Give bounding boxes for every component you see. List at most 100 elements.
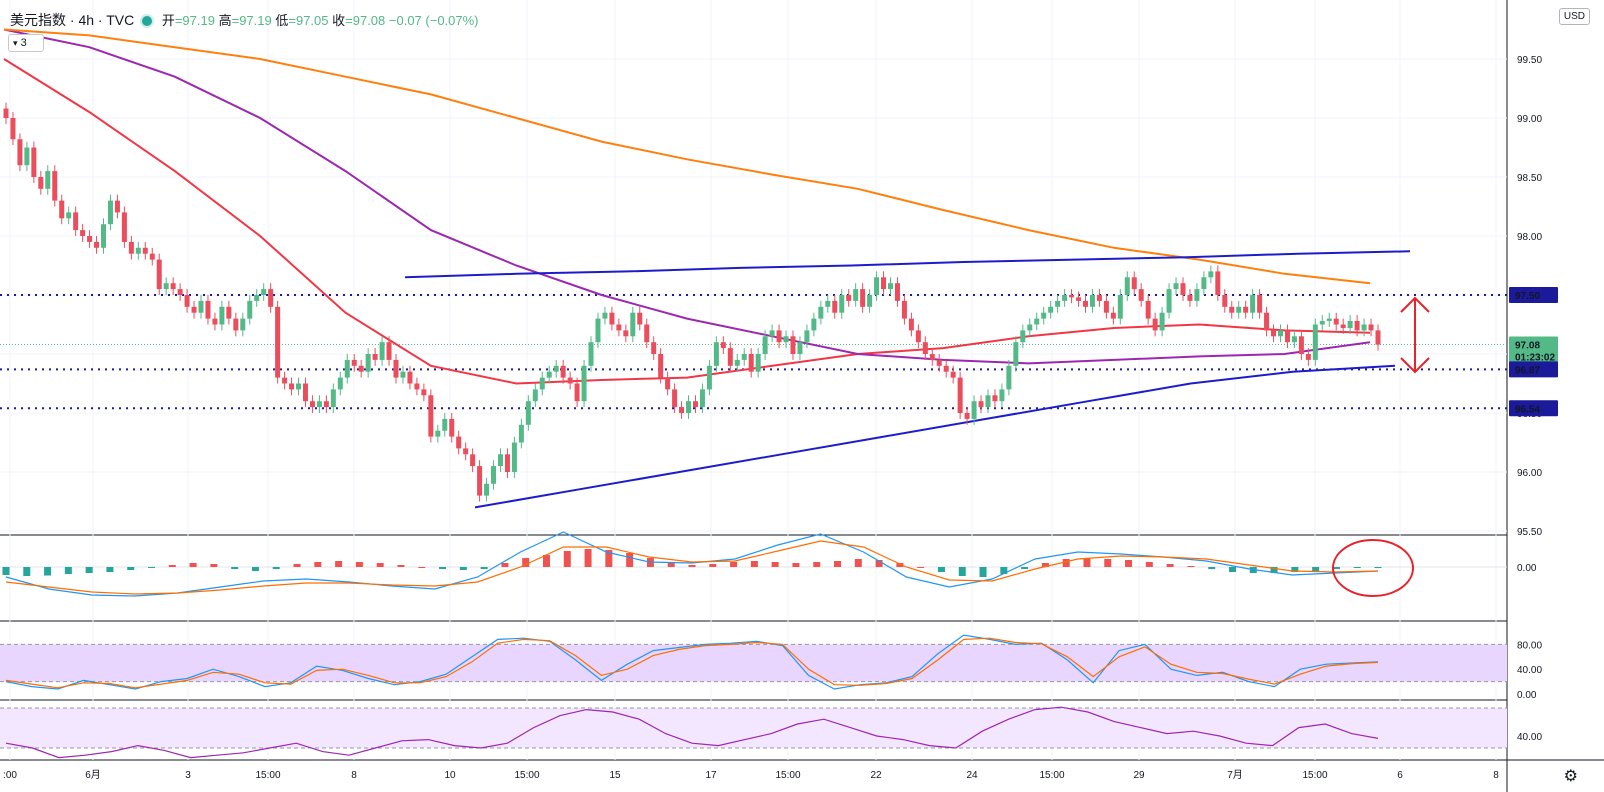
candle-body	[442, 418, 448, 431]
macd-histogram-bar	[1104, 559, 1112, 567]
currency-button[interactable]: USD	[1558, 8, 1590, 25]
price-tick-label: 98.00	[1517, 232, 1542, 243]
candle-body	[1096, 295, 1102, 301]
candle-body	[679, 407, 685, 413]
candle-body	[128, 241, 134, 254]
open-label: 开	[161, 13, 175, 28]
candle-body	[894, 283, 900, 301]
candle-body	[1048, 306, 1054, 313]
candle-body	[282, 377, 288, 384]
candle-body	[1103, 300, 1109, 313]
candle-body	[1069, 295, 1075, 298]
symbol-title[interactable]: 美元指数 · 4h · TVC	[10, 12, 135, 28]
candle-body	[1215, 271, 1221, 295]
time-label: 6	[1397, 770, 1403, 781]
candle-body	[651, 342, 657, 354]
candle-body	[1082, 300, 1088, 307]
close-value: =97.08	[345, 13, 386, 28]
stoch-axis-label: 80.00	[1517, 640, 1542, 651]
candle-body	[581, 365, 587, 402]
candle-body	[135, 247, 141, 254]
macd-histogram-bar	[1270, 567, 1278, 573]
candle-body	[302, 383, 308, 402]
price-axis-badge	[1509, 287, 1558, 303]
candle-body	[24, 147, 30, 166]
candle-body	[156, 259, 162, 290]
candle-body	[87, 236, 93, 242]
candle-body	[1089, 295, 1095, 307]
macd-histogram-bar	[23, 567, 31, 576]
candle-body	[672, 389, 678, 408]
macd-histogram-bar	[127, 567, 135, 570]
candle-body	[692, 401, 698, 408]
time-label: 3	[185, 770, 191, 781]
candle-body	[1131, 277, 1137, 290]
macd-histogram-bar	[730, 562, 738, 567]
candle-body	[734, 359, 740, 366]
time-label: 8	[1493, 770, 1499, 781]
macd-histogram-bar	[1374, 567, 1382, 568]
macd-histogram-bar	[1353, 567, 1361, 568]
macd-histogram-bar	[1208, 567, 1216, 569]
macd-histogram-bar	[813, 562, 821, 567]
candle-body	[748, 354, 754, 372]
candle-body	[358, 365, 364, 372]
time-label: 15:00	[1302, 770, 1327, 781]
candle-body	[818, 306, 824, 319]
candle-body	[226, 306, 232, 319]
gear-icon[interactable]: ⚙	[1563, 768, 1578, 785]
candle-body	[1340, 324, 1346, 329]
candle-body	[867, 295, 873, 307]
candle-body	[107, 200, 113, 225]
candle-body	[372, 354, 378, 360]
candle-body	[978, 401, 984, 408]
candle-body	[713, 342, 719, 366]
candle-body	[1117, 295, 1123, 319]
macd-histogram-bar	[251, 567, 259, 571]
time-label: 15:00	[514, 770, 539, 781]
candle-body	[525, 401, 531, 425]
candle-body	[421, 389, 427, 396]
macd-histogram-bar	[667, 563, 675, 567]
candle-body	[205, 300, 211, 319]
time-label: 7月	[1227, 769, 1243, 781]
indicators-toggle-button[interactable]: ▾ 3	[8, 34, 44, 52]
macd-histogram-bar	[834, 561, 842, 567]
price-axis-badge	[1509, 400, 1558, 417]
macd-histogram-bar	[397, 565, 405, 567]
candle-body	[491, 466, 497, 484]
candle-body	[1187, 295, 1193, 301]
candle-body	[546, 371, 552, 378]
candle-body	[45, 171, 51, 189]
macd-histogram-bar	[1000, 567, 1008, 574]
candle-body	[769, 330, 775, 337]
candle-body	[1222, 295, 1228, 307]
candle-body	[309, 401, 315, 408]
candle-body	[574, 383, 580, 402]
candle-body	[511, 442, 517, 472]
macd-histogram-bar	[875, 560, 883, 567]
time-label: 29	[1133, 770, 1145, 781]
candle-body	[1257, 295, 1263, 313]
candle-body	[1201, 277, 1207, 290]
macd-histogram-bar	[1291, 567, 1299, 572]
time-label: 10	[444, 770, 456, 781]
stoch-axis-label: 0.00	[1517, 690, 1537, 701]
candle-body	[658, 354, 664, 378]
indicator-count: 3	[20, 37, 27, 49]
macd-histogram-bar	[958, 567, 966, 576]
candle-body	[762, 336, 768, 354]
candle-body	[1124, 277, 1130, 295]
price-tick-label: 96.00	[1517, 468, 1542, 479]
macd-histogram-bar	[1166, 564, 1174, 567]
price-axis-badge	[1509, 361, 1558, 378]
candle-body	[497, 454, 503, 467]
candle-body	[929, 354, 935, 360]
macd-histogram-bar	[1332, 567, 1340, 569]
candle-body	[163, 283, 169, 290]
candle-body	[38, 177, 44, 189]
candle-body	[971, 401, 977, 419]
stoch-line	[5, 634, 1379, 690]
candle-body	[1243, 306, 1249, 313]
